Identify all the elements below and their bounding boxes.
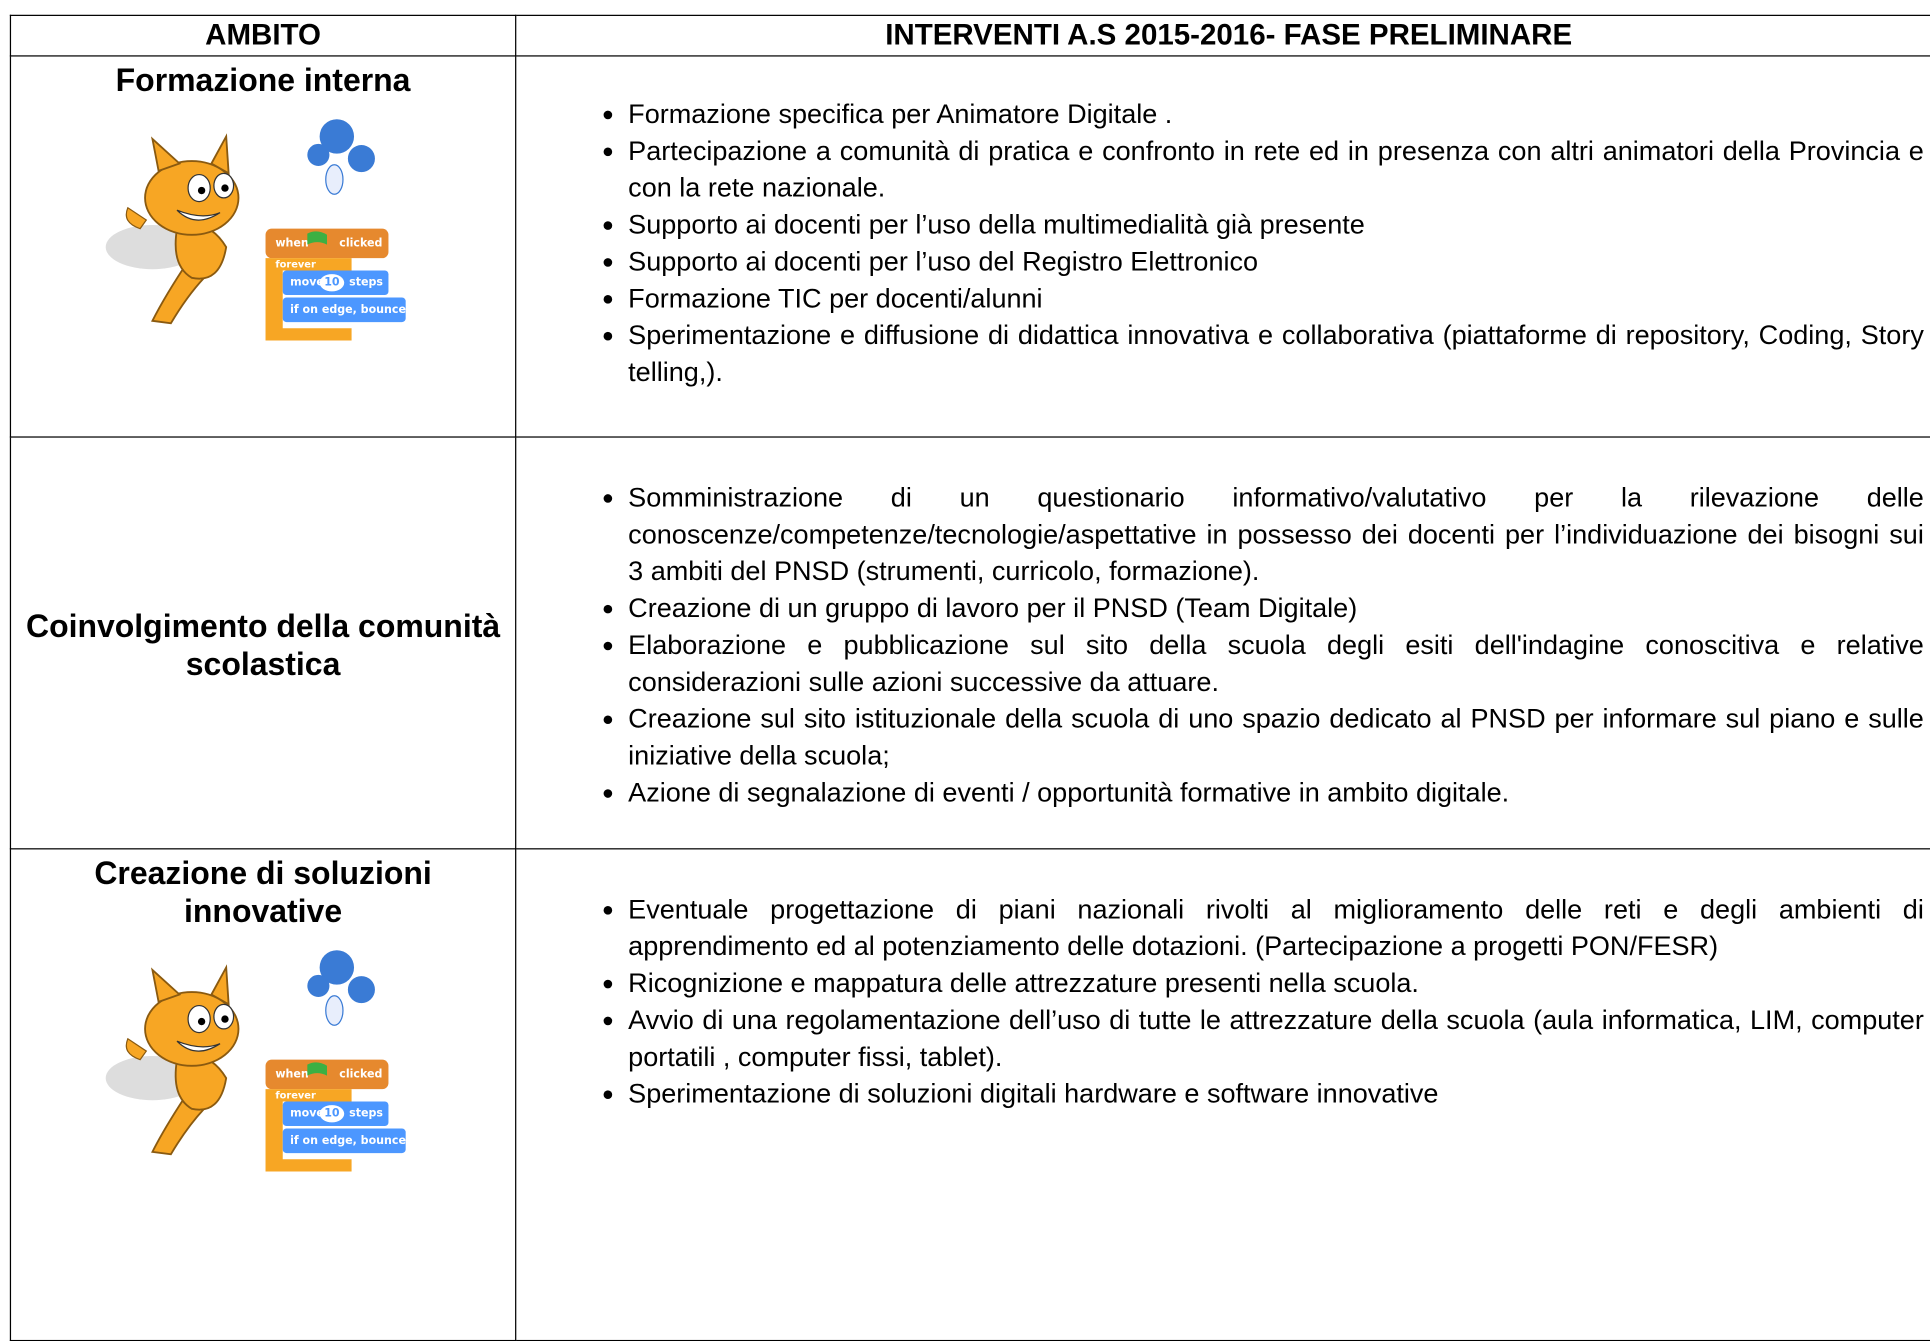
block-text: when	[275, 236, 308, 249]
row: Creazione di soluzioni innovative when c…	[9, 848, 1930, 1341]
row: Coinvolgimento della comunità scolastica…	[9, 436, 1930, 850]
header-cell: INTERVENTI A.S 2015-2016- FASE PRELIMINA…	[515, 14, 1930, 57]
block-text: forever	[275, 259, 316, 270]
item: Creazione sul sito istituzionale della s…	[628, 701, 1924, 775]
item: Formazione specifica per Animatore Digit…	[628, 96, 1924, 133]
item: Ricognizione e mappatura delle attrezzat…	[628, 965, 1924, 1002]
flag	[307, 1062, 327, 1082]
ambito-cell: Creazione di soluzioni innovative when c…	[9, 848, 517, 1341]
interventi-cell: Somministrazione di un questionario info…	[515, 436, 1930, 850]
item: Sperimentazione di soluzioni digitali ha…	[628, 1076, 1924, 1113]
bird	[319, 950, 355, 985]
ambito: Formazione interna	[115, 61, 411, 99]
cat-arm	[125, 206, 148, 230]
cat-mouth	[176, 1040, 221, 1052]
block-bounce	[282, 297, 406, 323]
item-list: Formazione specifica per Animatore Digit…	[516, 96, 1924, 391]
block-text: move	[290, 1107, 324, 1120]
item: Sperimentazione e diffusione di didattic…	[628, 317, 1924, 391]
block-text: forever	[275, 1090, 316, 1101]
item: Elaborazione e pubblicazione sul sito de…	[628, 627, 1924, 701]
block-text: 10	[324, 1107, 340, 1120]
item: Supporto ai docenti per l’uso della mult…	[628, 207, 1924, 244]
item: Formazione TIC per docenti/alunni	[628, 280, 1924, 317]
block-text: if on edge, bounce	[290, 1134, 406, 1147]
item: Eventuale progettazione di piani naziona…	[628, 891, 1924, 965]
item: Creazione di un gruppo di lavoro per il …	[628, 590, 1924, 627]
block-text: 10	[324, 276, 340, 289]
interventi-cell: Formazione specifica per Animatore Digit…	[515, 55, 1930, 438]
ambito: Coinvolgimento della comunità scolastica	[25, 607, 501, 683]
cat-ears	[151, 133, 230, 175]
block-text: steps	[349, 276, 383, 289]
ambito-cell: Formazione interna when clicked forever …	[9, 55, 517, 438]
plan-table: AMBITO INTERVENTI A.S 2015-2016- FASE PR…	[9, 14, 1930, 1341]
item-list: Eventuale progettazione di piani naziona…	[516, 891, 1924, 1112]
block-bounce	[282, 1128, 406, 1154]
bird	[319, 119, 355, 154]
item: Partecipazione a comunità di pratica e c…	[628, 133, 1924, 207]
block-text: steps	[349, 1107, 383, 1120]
header-cell: AMBITO	[9, 14, 517, 57]
block-text: move	[290, 276, 324, 289]
illustration-slot: when clicked forever move 10 steps if on…	[21, 112, 505, 346]
block-text: if on edge, bounce	[290, 303, 406, 316]
ambito: Creazione di soluzioni innovative	[94, 854, 432, 930]
interventi-cell: Eventuale progettazione di piani naziona…	[515, 848, 1930, 1341]
item: Somministrazione di un questionario info…	[628, 479, 1924, 590]
illustration-slot: when clicked forever move 10 steps if on…	[21, 943, 505, 1177]
ambito-cell: Coinvolgimento della comunità scolastica	[9, 436, 517, 850]
item: Supporto ai docenti per l’uso del Regist…	[628, 243, 1924, 280]
item-list: Somministrazione di un questionario info…	[516, 479, 1924, 811]
block-text: when	[275, 1067, 308, 1080]
item: Azione di segnalazione di eventi / oppor…	[628, 774, 1924, 811]
scratch-illustration: when clicked forever move 10 steps if on…	[105, 119, 406, 341]
cat-ears	[151, 964, 230, 1006]
cat-arm	[125, 1037, 148, 1061]
flag	[307, 231, 327, 251]
block-text: clicked	[339, 1067, 382, 1080]
row: Formazione interna when clicked forever …	[9, 55, 1930, 438]
scratch-illustration: when clicked forever move 10 steps if on…	[105, 950, 406, 1172]
cat-mouth	[176, 209, 221, 221]
header-row: AMBITO INTERVENTI A.S 2015-2016- FASE PR…	[9, 14, 1930, 57]
block-text: clicked	[339, 236, 382, 249]
item: Avvio di una regolamentazione dell’uso d…	[628, 1002, 1924, 1076]
